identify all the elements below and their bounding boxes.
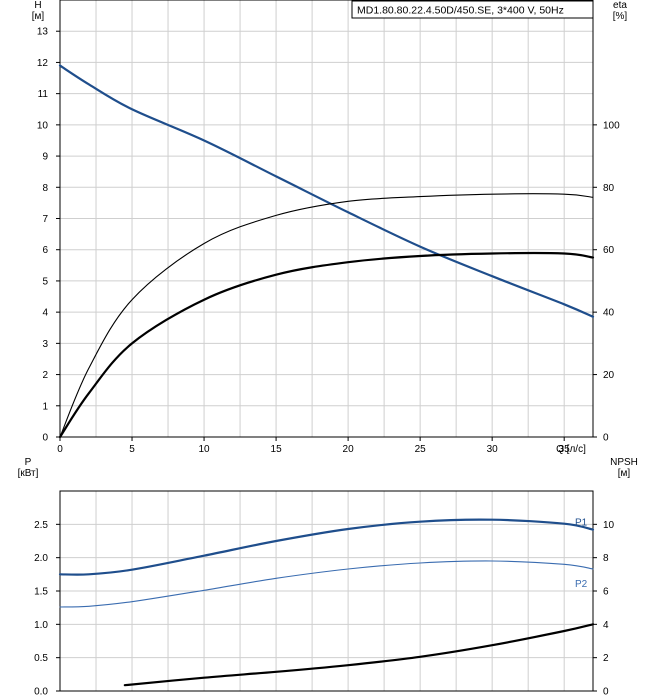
y-tick-label: 2.0	[34, 553, 48, 564]
y-tick-label: 9	[42, 152, 48, 163]
y-axis-label-unit: [м]	[32, 11, 45, 22]
y-tick-label: 13	[37, 27, 49, 38]
series-line-p1	[58, 518, 595, 576]
series-line-npsh	[123, 623, 595, 687]
y2-axis-label-unit: [%]	[613, 11, 628, 22]
x-tick-label: 25	[415, 444, 427, 455]
y2-tick-label: 10	[603, 520, 615, 531]
y-tick-label: 8	[42, 183, 48, 194]
y-tick-label: 0	[42, 433, 48, 444]
y-tick-label: 6	[42, 245, 48, 256]
y-axis-label-symbol: P	[25, 457, 32, 468]
y2-tick-label: 2	[603, 653, 609, 664]
x-tick-label: 30	[487, 444, 499, 455]
y-tick-label: 1.5	[34, 587, 48, 598]
x-tick-label: 20	[343, 444, 355, 455]
x-tick-label: 10	[198, 444, 210, 455]
series-line-p2	[59, 560, 594, 608]
y-tick-label: 2	[42, 370, 48, 381]
y2-tick-label: 60	[603, 245, 615, 256]
y2-tick-label: 80	[603, 183, 615, 194]
y2-tick-label: 0	[603, 687, 609, 698]
y-tick-label: 1	[42, 401, 48, 412]
y2-tick-label: 0	[603, 433, 609, 444]
chart-title-box	[351, 0, 594, 19]
x-tick-label: 0	[57, 444, 63, 455]
series-label-p1: P1	[575, 518, 588, 529]
y2-tick-label: 8	[603, 553, 609, 564]
y-tick-label: 5	[42, 276, 48, 287]
y2-axis-label-symbol: NPSH	[610, 457, 638, 468]
y-tick-label: 11	[38, 89, 49, 100]
y-tick-label: 2.5	[34, 520, 48, 531]
y2-tick-label: 6	[603, 587, 609, 598]
y-tick-label: 3	[42, 339, 48, 350]
series-line-eta-total	[58, 251, 595, 439]
y-tick-label: 7	[42, 214, 48, 225]
y2-tick-label: 4	[603, 620, 609, 631]
y-tick-label: 4	[42, 308, 48, 319]
y2-tick-label: 20	[603, 370, 615, 381]
x-tick-label: 5	[129, 444, 135, 455]
y-tick-label: 1.0	[34, 620, 48, 631]
y-tick-label: 0.0	[34, 687, 48, 698]
y2-tick-label: 100	[603, 120, 620, 131]
x-axis-label: Q [л/с]	[556, 444, 586, 455]
y-tick-label: 12	[37, 58, 49, 69]
chart-title: MD1.80.80.22.4.50D/450.SE, 3*400 V, 50Hz	[357, 5, 564, 17]
power-npsh-chart: 0.0 0.5 1.0 1.5 2.0 2.5 0 2 4 6 8 10 P[кВт] NPSH[м] P1…	[18, 457, 638, 698]
y-axis-label-symbol: H	[34, 0, 41, 11]
y2-axis-label-symbol: eta	[613, 0, 627, 11]
y2-axis-label-unit: [м]	[618, 468, 631, 479]
y-tick-label: 10	[37, 120, 49, 131]
series-label-p2: P2	[575, 579, 588, 590]
series-line-eta	[59, 193, 594, 438]
series-line-h	[58, 64, 595, 318]
head-efficiency-chart: 012345678910111213020406080100H[м]eta[%]…	[32, 0, 628, 455]
y-tick-label: 0.5	[34, 653, 48, 664]
y2-tick-label: 40	[603, 308, 615, 319]
x-tick-label: 35	[559, 444, 571, 455]
y-axis-label-unit: [кВт]	[18, 468, 39, 479]
x-tick-label: 15	[271, 444, 283, 455]
